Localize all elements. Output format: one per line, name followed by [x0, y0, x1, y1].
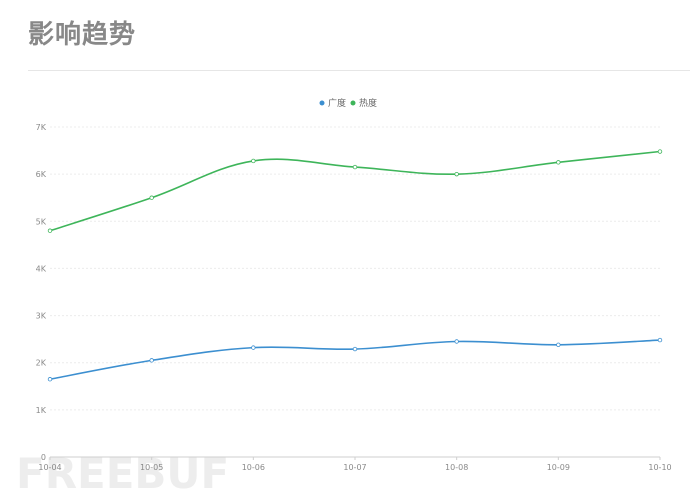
legend-label[interactable]: 热度 [359, 97, 377, 109]
series-line-1 [49, 150, 661, 232]
watermark: FREEBUF [16, 449, 229, 497]
data-point[interactable] [454, 171, 459, 177]
x-tick-label: 10-10 [648, 463, 671, 472]
y-tick-label: 5K [36, 217, 47, 226]
y-tick-label: 6K [36, 170, 47, 179]
chart-grid [50, 126, 660, 458]
data-point[interactable] [251, 158, 256, 164]
chart-series [47, 149, 663, 382]
x-tick-label: 10-05 [140, 463, 163, 472]
data-point[interactable] [556, 342, 561, 347]
legend-marker [319, 100, 325, 106]
x-tick-label: 10-09 [547, 463, 570, 472]
title-divider [28, 70, 690, 71]
data-point[interactable] [251, 345, 256, 350]
data-point[interactable] [47, 377, 53, 382]
page-title: 影响趋势 [28, 20, 137, 50]
legend-label[interactable]: 广度 [328, 97, 346, 109]
y-tick-label: 4K [36, 264, 47, 273]
x-tick-label: 10-08 [445, 463, 468, 472]
data-point[interactable] [454, 339, 459, 344]
chart-legend[interactable]: 广度 热度 [319, 97, 378, 109]
y-tick-label: 1K [36, 406, 47, 415]
data-point[interactable] [556, 160, 561, 165]
data-point[interactable] [352, 346, 358, 352]
data-point[interactable] [149, 358, 154, 363]
data-point[interactable] [149, 195, 154, 200]
data-point[interactable] [352, 164, 358, 170]
y-tick-label: 0 [41, 453, 46, 462]
x-tick-label: 10-06 [242, 463, 265, 472]
chart-axis: 0 1K 2K 3K 4K 5K 6K 7K 10-04 10-05 10-06 10-07 10-08… [36, 123, 672, 472]
y-tick-label: 7K [36, 123, 47, 132]
y-tick-label: 3K [36, 312, 47, 321]
x-tick-label: 10-04 [38, 463, 61, 472]
y-tick-label: 2K [36, 359, 47, 368]
data-point[interactable] [657, 337, 663, 343]
data-point[interactable] [657, 149, 663, 154]
series-line-0 [49, 339, 661, 381]
legend-marker [350, 100, 356, 106]
data-point[interactable] [47, 228, 53, 233]
x-tick-label: 10-07 [343, 463, 366, 472]
